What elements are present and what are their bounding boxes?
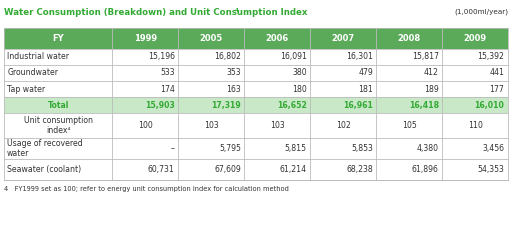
Text: FY: FY	[52, 34, 64, 43]
Text: 16,652: 16,652	[277, 101, 307, 110]
Text: 16,091: 16,091	[280, 52, 307, 61]
Text: Tap water: Tap water	[7, 85, 45, 94]
Text: Seawater (coolant): Seawater (coolant)	[7, 165, 81, 174]
Bar	[4, 113, 508, 138]
Text: 16,802: 16,802	[214, 52, 241, 61]
Bar	[4, 28, 508, 49]
Text: 380: 380	[292, 68, 307, 77]
Text: 2009: 2009	[463, 34, 487, 43]
Text: 54,353: 54,353	[478, 165, 504, 174]
Text: 103: 103	[270, 121, 285, 130]
Bar	[4, 138, 508, 159]
Text: 4,380: 4,380	[417, 144, 439, 153]
Text: 4: 4	[234, 8, 239, 13]
Text: Total: Total	[48, 101, 69, 110]
Text: Industrial water: Industrial water	[7, 52, 69, 61]
Text: 5,815: 5,815	[285, 144, 307, 153]
Text: 353: 353	[226, 68, 241, 77]
Text: –: –	[171, 144, 175, 153]
Bar	[4, 81, 508, 97]
Bar	[4, 49, 508, 65]
Bar	[4, 97, 508, 113]
Text: 2006: 2006	[266, 34, 289, 43]
Text: 533: 533	[160, 68, 175, 77]
Text: 15,196: 15,196	[148, 52, 175, 61]
Text: Unit consumption
index⁴: Unit consumption index⁴	[24, 116, 93, 135]
Text: 2005: 2005	[200, 34, 223, 43]
Text: 61,214: 61,214	[280, 165, 307, 174]
Text: 181: 181	[358, 85, 373, 94]
Text: 60,731: 60,731	[148, 165, 175, 174]
Text: 412: 412	[424, 68, 439, 77]
Text: 105: 105	[402, 121, 417, 130]
Text: 102: 102	[336, 121, 351, 130]
Text: 5,795: 5,795	[219, 144, 241, 153]
Text: (1,000ml/year): (1,000ml/year)	[454, 8, 508, 15]
Text: Water Consumption (Breakdown) and Unit Consumption Index: Water Consumption (Breakdown) and Unit C…	[4, 8, 308, 17]
Text: 2007: 2007	[332, 34, 355, 43]
Text: 1999: 1999	[134, 34, 157, 43]
Text: 100: 100	[138, 121, 153, 130]
Text: 16,961: 16,961	[343, 101, 373, 110]
Text: 4   FY1999 set as 100; refer to energy unit consumption index for calculation me: 4 FY1999 set as 100; refer to energy uni…	[4, 186, 289, 192]
Text: 15,903: 15,903	[145, 101, 175, 110]
Text: 15,817: 15,817	[412, 52, 439, 61]
Text: Groundwater: Groundwater	[7, 68, 58, 77]
Text: 441: 441	[489, 68, 504, 77]
Text: 15,392: 15,392	[478, 52, 504, 61]
Text: 180: 180	[292, 85, 307, 94]
Text: 16,418: 16,418	[409, 101, 439, 110]
Text: 16,301: 16,301	[346, 52, 373, 61]
Text: 5,853: 5,853	[351, 144, 373, 153]
Text: 67,609: 67,609	[214, 165, 241, 174]
Text: Usage of recovered
water: Usage of recovered water	[7, 139, 83, 158]
Text: 174: 174	[160, 85, 175, 94]
Text: 68,238: 68,238	[346, 165, 373, 174]
Text: 103: 103	[204, 121, 219, 130]
Text: 163: 163	[226, 85, 241, 94]
Text: 479: 479	[358, 68, 373, 77]
Bar	[4, 159, 508, 180]
Text: 17,319: 17,319	[211, 101, 241, 110]
Text: 110: 110	[468, 121, 483, 130]
Text: 177: 177	[489, 85, 504, 94]
Text: 16,010: 16,010	[475, 101, 504, 110]
Text: 61,896: 61,896	[412, 165, 439, 174]
Bar	[4, 65, 508, 81]
Text: 2008: 2008	[398, 34, 421, 43]
Text: 3,456: 3,456	[482, 144, 504, 153]
Text: 189: 189	[424, 85, 439, 94]
